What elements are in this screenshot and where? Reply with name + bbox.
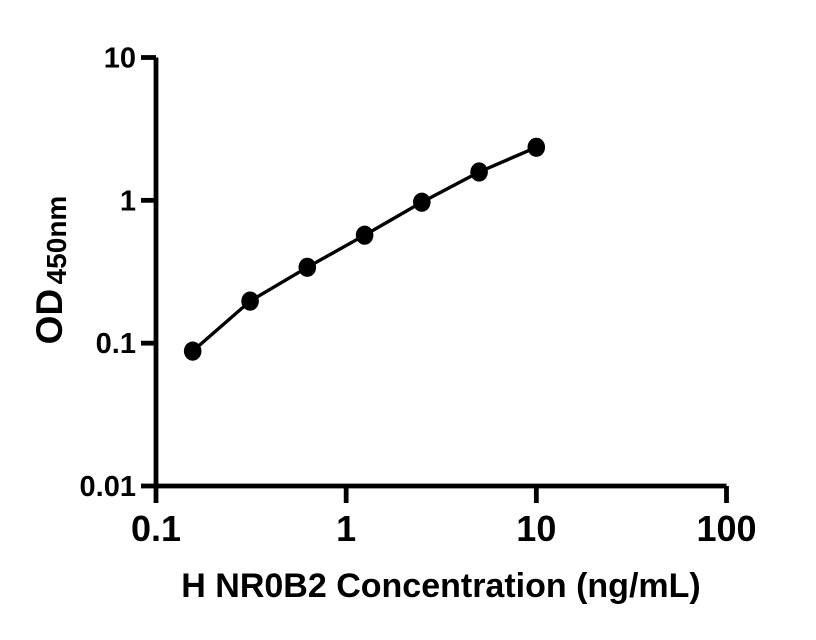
plot-area: 10 1 0.1 0.01 0.1 1 10 100: [80, 43, 757, 550]
y-tick-label: 0.1: [96, 328, 136, 360]
y-tick-label: 10: [104, 43, 136, 75]
x-tick-label: 100: [696, 508, 756, 549]
data-point-marker: [470, 162, 488, 182]
x-tick-label: 0.1: [131, 508, 181, 549]
data-point-marker: [298, 257, 317, 277]
x-tick-label: 10: [516, 508, 556, 549]
data-point-marker: [527, 137, 546, 157]
y-tick-label: 1: [120, 185, 136, 217]
x-axis-title: H NR0B2 Concentration (ng/mL): [181, 567, 700, 605]
x-tick-label: 1: [336, 508, 356, 549]
y-axis-title-subscript: 450nm: [41, 196, 72, 285]
data-point-marker: [183, 341, 202, 361]
y-axis-title: OD 450nm: [29, 196, 72, 345]
axis-lines: [153, 57, 727, 489]
data-point-marker: [413, 192, 431, 212]
data-point-marker: [355, 225, 374, 245]
y-axis-title-main: OD: [29, 289, 70, 345]
data-point-marker: [241, 291, 259, 311]
y-tick-label: 0.01: [80, 471, 136, 503]
